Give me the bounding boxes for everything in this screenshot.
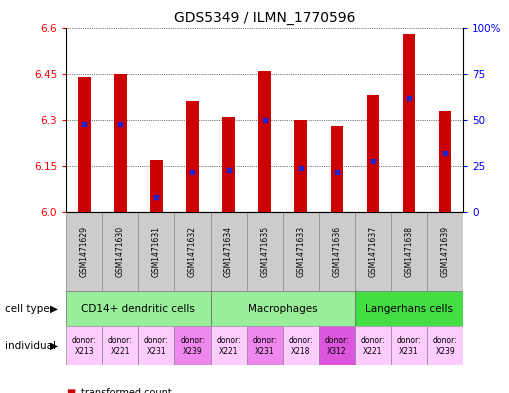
Text: donor:
X231: donor: X231: [397, 336, 421, 356]
Text: GSM1471633: GSM1471633: [296, 226, 305, 277]
Text: GSM1471631: GSM1471631: [152, 226, 161, 277]
Text: GSM1471636: GSM1471636: [332, 226, 342, 277]
Text: GSM1471637: GSM1471637: [369, 226, 378, 277]
Text: GSM1471638: GSM1471638: [405, 226, 413, 277]
Bar: [355, 326, 391, 365]
Bar: [102, 212, 138, 291]
Text: ■: ■: [66, 388, 75, 393]
Bar: [222, 117, 235, 212]
Title: GDS5349 / ILMN_1770596: GDS5349 / ILMN_1770596: [174, 11, 355, 25]
Text: GSM1471635: GSM1471635: [260, 226, 269, 277]
Bar: [391, 326, 427, 365]
Bar: [211, 291, 355, 326]
Text: GSM1471632: GSM1471632: [188, 226, 197, 277]
Bar: [150, 160, 163, 212]
Bar: [330, 126, 343, 212]
Bar: [294, 120, 307, 212]
Text: CD14+ dendritic cells: CD14+ dendritic cells: [81, 303, 195, 314]
Text: donor:
X239: donor: X239: [180, 336, 205, 356]
Text: donor:
X231: donor: X231: [144, 336, 168, 356]
Bar: [66, 212, 102, 291]
Bar: [403, 34, 415, 212]
Bar: [186, 101, 199, 212]
Bar: [355, 212, 391, 291]
Bar: [102, 326, 138, 365]
Text: GSM1471634: GSM1471634: [224, 226, 233, 277]
Bar: [138, 326, 175, 365]
Bar: [66, 291, 211, 326]
Bar: [427, 212, 463, 291]
Text: GSM1471639: GSM1471639: [441, 226, 449, 277]
Text: Langerhans cells: Langerhans cells: [365, 303, 453, 314]
Bar: [66, 326, 102, 365]
Text: donor:
X218: donor: X218: [289, 336, 313, 356]
Text: Macrophages: Macrophages: [248, 303, 318, 314]
Bar: [175, 212, 211, 291]
Bar: [259, 71, 271, 212]
Text: transformed count: transformed count: [81, 388, 172, 393]
Bar: [319, 326, 355, 365]
Bar: [282, 326, 319, 365]
Text: donor:
X312: donor: X312: [325, 336, 349, 356]
Bar: [175, 326, 211, 365]
Text: donor:
X221: donor: X221: [108, 336, 133, 356]
Text: GSM1471630: GSM1471630: [116, 226, 125, 277]
Text: donor:
X221: donor: X221: [361, 336, 385, 356]
Bar: [282, 212, 319, 291]
Text: GSM1471629: GSM1471629: [80, 226, 89, 277]
Bar: [319, 212, 355, 291]
Text: individual: individual: [5, 341, 56, 351]
Bar: [427, 326, 463, 365]
Bar: [391, 212, 427, 291]
Text: donor:
X239: donor: X239: [433, 336, 458, 356]
Text: cell type: cell type: [5, 303, 50, 314]
Bar: [211, 212, 247, 291]
Bar: [138, 212, 175, 291]
Text: ▶: ▶: [50, 303, 58, 314]
Bar: [355, 291, 463, 326]
Bar: [78, 77, 91, 212]
Text: donor:
X231: donor: X231: [252, 336, 277, 356]
Text: donor:
X213: donor: X213: [72, 336, 97, 356]
Bar: [247, 212, 282, 291]
Bar: [247, 326, 282, 365]
Bar: [114, 74, 127, 212]
Text: ▶: ▶: [50, 341, 58, 351]
Bar: [211, 326, 247, 365]
Bar: [439, 111, 451, 212]
Text: donor:
X221: donor: X221: [216, 336, 241, 356]
Bar: [366, 95, 379, 212]
